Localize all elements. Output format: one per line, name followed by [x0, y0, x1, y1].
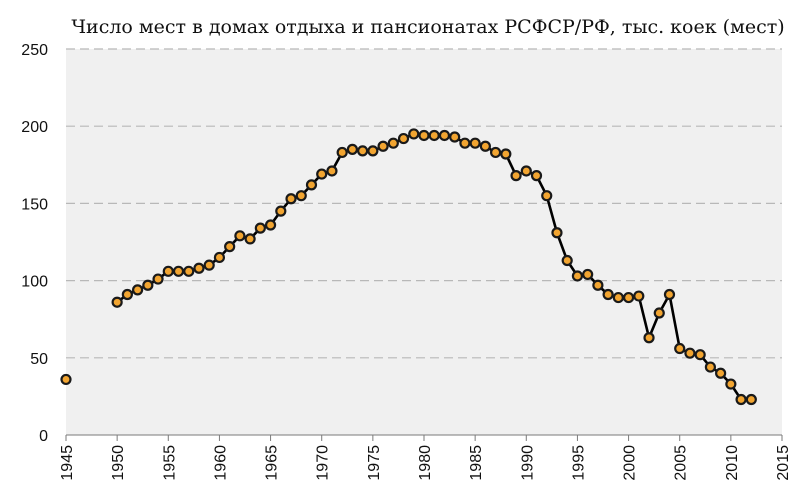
data-point [183, 265, 195, 277]
data-point [203, 259, 215, 271]
data-point [234, 230, 246, 242]
data-point [643, 332, 655, 344]
data-point [418, 129, 430, 142]
y-tick-label: 50 [30, 351, 48, 368]
grid-lines [66, 48, 782, 359]
data-point [121, 288, 133, 301]
data-point [132, 284, 144, 296]
data-point [582, 268, 594, 281]
x-tick-label: 1960 [212, 445, 229, 481]
data-point [745, 393, 757, 406]
data-point [602, 288, 614, 301]
data-point [541, 190, 553, 202]
data-point [162, 265, 174, 277]
data-point [674, 342, 686, 355]
data-point [653, 307, 665, 319]
data-point [285, 193, 297, 205]
data-point [152, 273, 164, 285]
x-tick-label: 2010 [724, 445, 741, 481]
data-point [264, 219, 277, 231]
data-point [725, 378, 737, 390]
data-point [254, 222, 266, 234]
data-point [295, 190, 307, 202]
data-point [316, 168, 328, 180]
data-point [500, 148, 512, 160]
data-point [663, 288, 676, 301]
x-tick-label: 2000 [622, 445, 639, 481]
y-tick-label: 100 [21, 274, 48, 291]
series-group [60, 128, 757, 406]
data-point [428, 129, 440, 142]
data-point [622, 291, 635, 304]
x-tick-label: 2015 [775, 445, 792, 481]
x-tick-label: 1985 [468, 445, 485, 481]
y-axis-ticks: 0 50 100 150 200 250 [21, 42, 48, 445]
data-point [367, 145, 379, 157]
x-tick-label: 1965 [264, 445, 281, 481]
data-point [357, 145, 369, 157]
x-tick-label: 1990 [519, 445, 536, 481]
data-point [715, 367, 727, 379]
plot-area [66, 49, 782, 435]
data-point [213, 251, 226, 264]
data-point [397, 132, 410, 145]
y-tick-label: 250 [21, 42, 48, 59]
x-tick-label: 1945 [59, 445, 76, 481]
data-point [551, 227, 563, 239]
data-point [592, 279, 604, 291]
y-tick-label: 150 [21, 196, 48, 213]
x-tick-label: 2005 [673, 445, 690, 481]
data-point [336, 146, 348, 159]
data-point [449, 131, 461, 143]
data-point [275, 205, 287, 217]
x-tick-label: 1950 [110, 445, 127, 481]
x-tick-label: 1975 [366, 445, 383, 481]
chart-title: Число мест в домах отдыха и пансионатах … [71, 16, 784, 38]
data-point [142, 279, 154, 291]
data-point [111, 296, 123, 308]
data-point [694, 349, 706, 361]
y-tick-label: 0 [39, 428, 48, 445]
data-point [561, 254, 573, 267]
data-point [377, 140, 389, 152]
x-tick-label: 1995 [570, 445, 587, 481]
data-point [520, 165, 532, 177]
data-point [387, 137, 399, 149]
data-point [244, 233, 256, 245]
data-point [704, 361, 717, 373]
data-point [408, 128, 420, 140]
data-point [172, 265, 185, 277]
data-point [60, 373, 72, 386]
data-point [193, 262, 205, 274]
x-axis-ticks: 1945 1950 1955 1960 1965 1970 1975 1980 1985 1990… [59, 435, 792, 481]
data-point [326, 165, 338, 177]
data-point [305, 179, 318, 191]
data-point [510, 170, 522, 182]
y-tick-label: 200 [21, 119, 48, 136]
x-tick-label: 1970 [315, 445, 332, 481]
data-point [438, 129, 451, 142]
data-point [633, 290, 645, 302]
data-point [684, 347, 696, 359]
data-point [490, 146, 502, 159]
data-point [459, 137, 471, 149]
data-point [346, 143, 358, 155]
data-point [612, 291, 624, 304]
data-point [530, 170, 543, 182]
x-tick-label: 1955 [161, 445, 178, 481]
data-point [571, 270, 584, 282]
data-point [479, 140, 491, 152]
data-point [469, 137, 481, 149]
x-tick-label: 1980 [417, 445, 434, 481]
data-point [224, 241, 236, 253]
data-point [735, 393, 747, 406]
